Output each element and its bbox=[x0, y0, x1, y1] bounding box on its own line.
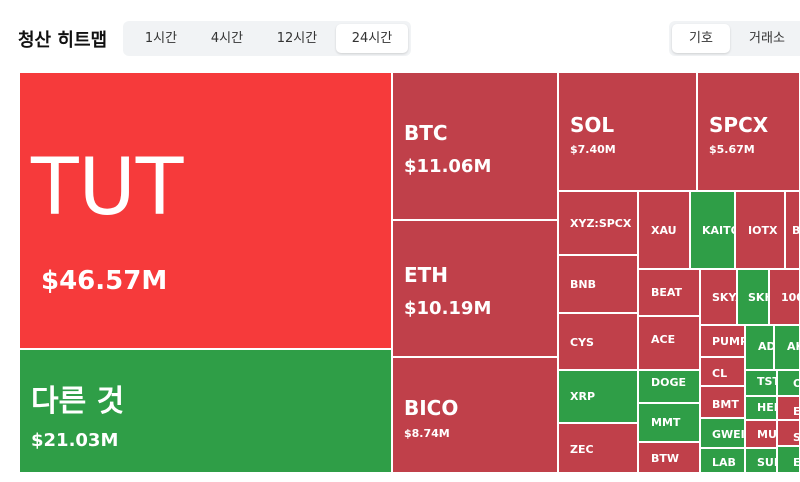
tile[interactable]: SOL $7.40M bbox=[558, 72, 697, 191]
tile-label: BNB bbox=[570, 278, 596, 291]
tile-label: TST bbox=[757, 375, 776, 388]
tile-label: ADA bbox=[758, 340, 773, 353]
tile-label: TUT bbox=[31, 143, 184, 233]
tile-label: BTW bbox=[651, 452, 680, 465]
tile-label: ETH bbox=[404, 263, 449, 287]
tile-value: $7.40M bbox=[570, 143, 616, 156]
tile[interactable]: DOGE bbox=[638, 370, 700, 403]
tile[interactable]: BICO $8.74M bbox=[392, 357, 558, 473]
tile[interactable]: LAB bbox=[700, 448, 745, 473]
tile-label: E bbox=[793, 456, 800, 469]
tile[interactable]: SUI bbox=[745, 448, 777, 473]
tile[interactable]: SKYA bbox=[700, 269, 737, 325]
tile-label: IOTX bbox=[748, 224, 778, 237]
tile[interactable]: BI bbox=[785, 191, 800, 269]
tile-label: AK bbox=[787, 340, 799, 353]
tile-label: LAB bbox=[712, 456, 736, 469]
tile-value: $11.06M bbox=[404, 156, 492, 177]
tile[interactable]: 다른 것 $21.03M bbox=[19, 349, 392, 473]
tile-value: $46.57M bbox=[41, 266, 168, 296]
tile-label: PUMP bbox=[712, 335, 745, 348]
tab[interactable]: 24시간 bbox=[336, 24, 408, 53]
tile[interactable]: MUB bbox=[745, 420, 777, 448]
tile-value: $8.74M bbox=[404, 427, 450, 440]
tile[interactable]: E bbox=[777, 446, 800, 473]
tile[interactable]: MMT bbox=[638, 403, 700, 442]
tile[interactable]: CL bbox=[700, 357, 745, 386]
tile[interactable]: BTW bbox=[638, 442, 700, 473]
tile[interactable]: IOTX bbox=[735, 191, 785, 269]
tile-label: CYS bbox=[570, 336, 594, 349]
tile[interactable]: ETH $10.19M bbox=[392, 220, 558, 357]
tile-label: DOGE bbox=[651, 376, 687, 389]
tab[interactable]: 거래소 bbox=[749, 31, 785, 46]
tile-label: E bbox=[793, 405, 800, 418]
tile-label: XRP bbox=[570, 390, 596, 403]
tile-label: SKYA bbox=[712, 291, 736, 304]
tile[interactable]: BNB bbox=[558, 255, 638, 313]
tab[interactable]: 1시간 bbox=[144, 31, 178, 46]
tile-label: GWEI bbox=[712, 428, 745, 441]
tile-label: XYZ:SPCX bbox=[570, 217, 632, 230]
tile-label: BICO bbox=[404, 396, 459, 420]
tile-label: O bbox=[793, 377, 799, 390]
tile[interactable]: XYZ:SPCX bbox=[558, 191, 638, 255]
tile-label: KAITO bbox=[702, 224, 734, 237]
tile[interactable]: SPCX $5.67M bbox=[697, 72, 800, 191]
tile-label: BI bbox=[792, 224, 800, 237]
tab[interactable]: 12시간 bbox=[276, 31, 318, 46]
tile[interactable]: ADA bbox=[745, 325, 774, 370]
tile-label: SOL bbox=[570, 113, 615, 137]
tile-label: BTC bbox=[404, 121, 448, 145]
tile[interactable]: E bbox=[777, 396, 800, 420]
tile[interactable]: CYS bbox=[558, 313, 638, 370]
tile[interactable]: ZEC bbox=[558, 423, 638, 473]
tile-label: XAU bbox=[651, 224, 677, 237]
tile[interactable]: KAITO bbox=[690, 191, 735, 269]
tile-label: BMT bbox=[712, 398, 739, 411]
tile[interactable]: S bbox=[777, 420, 800, 446]
tile-label: MUB bbox=[757, 428, 777, 441]
tile[interactable]: HEI bbox=[745, 396, 777, 420]
title: 청산 히트맵 bbox=[18, 30, 108, 51]
tile-label: ACE bbox=[651, 333, 676, 346]
tile-label: S bbox=[793, 431, 799, 444]
tile-label: HEI bbox=[757, 401, 777, 414]
tile[interactable]: O bbox=[777, 370, 800, 396]
tile-label: SPCX bbox=[709, 113, 769, 137]
tile[interactable]: BEAT bbox=[638, 269, 700, 316]
tile[interactable]: SKH bbox=[737, 269, 769, 325]
tile[interactable]: BTC $11.06M bbox=[392, 72, 558, 220]
tile[interactable]: TST bbox=[745, 370, 777, 396]
tile-label: SUI bbox=[757, 456, 777, 469]
tile[interactable]: 1000 bbox=[769, 269, 800, 325]
tile[interactable]: GWEI bbox=[700, 418, 745, 448]
tile-label: BEAT bbox=[651, 286, 683, 299]
tile-label: 다른 것 bbox=[31, 384, 125, 419]
tab[interactable]: 4시간 bbox=[210, 31, 244, 46]
tile[interactable]: AK bbox=[774, 325, 800, 370]
tile-label: MMT bbox=[651, 416, 681, 429]
tile-value: $10.19M bbox=[404, 298, 492, 319]
tile[interactable]: BMT bbox=[700, 386, 745, 418]
tile[interactable]: TUT $46.57M bbox=[19, 72, 392, 349]
tile-label: 1000 bbox=[781, 291, 799, 304]
tile-label: SKH bbox=[748, 291, 768, 304]
tile-value: $5.67M bbox=[709, 143, 755, 156]
tile-label: CL bbox=[712, 367, 728, 380]
tile[interactable]: ACE bbox=[638, 316, 700, 370]
tile-label: ZEC bbox=[570, 443, 594, 456]
time-tabs: 1시간 4시간 12시간 24시간 bbox=[123, 21, 411, 56]
tile[interactable]: XAU bbox=[638, 191, 690, 269]
tile[interactable]: PUMP bbox=[700, 325, 745, 357]
tile-value: $21.03M bbox=[31, 430, 119, 451]
tab[interactable]: 기호 bbox=[672, 24, 730, 53]
tile[interactable]: XRP bbox=[558, 370, 638, 423]
group-tabs: 기호 거래소 bbox=[669, 21, 800, 56]
